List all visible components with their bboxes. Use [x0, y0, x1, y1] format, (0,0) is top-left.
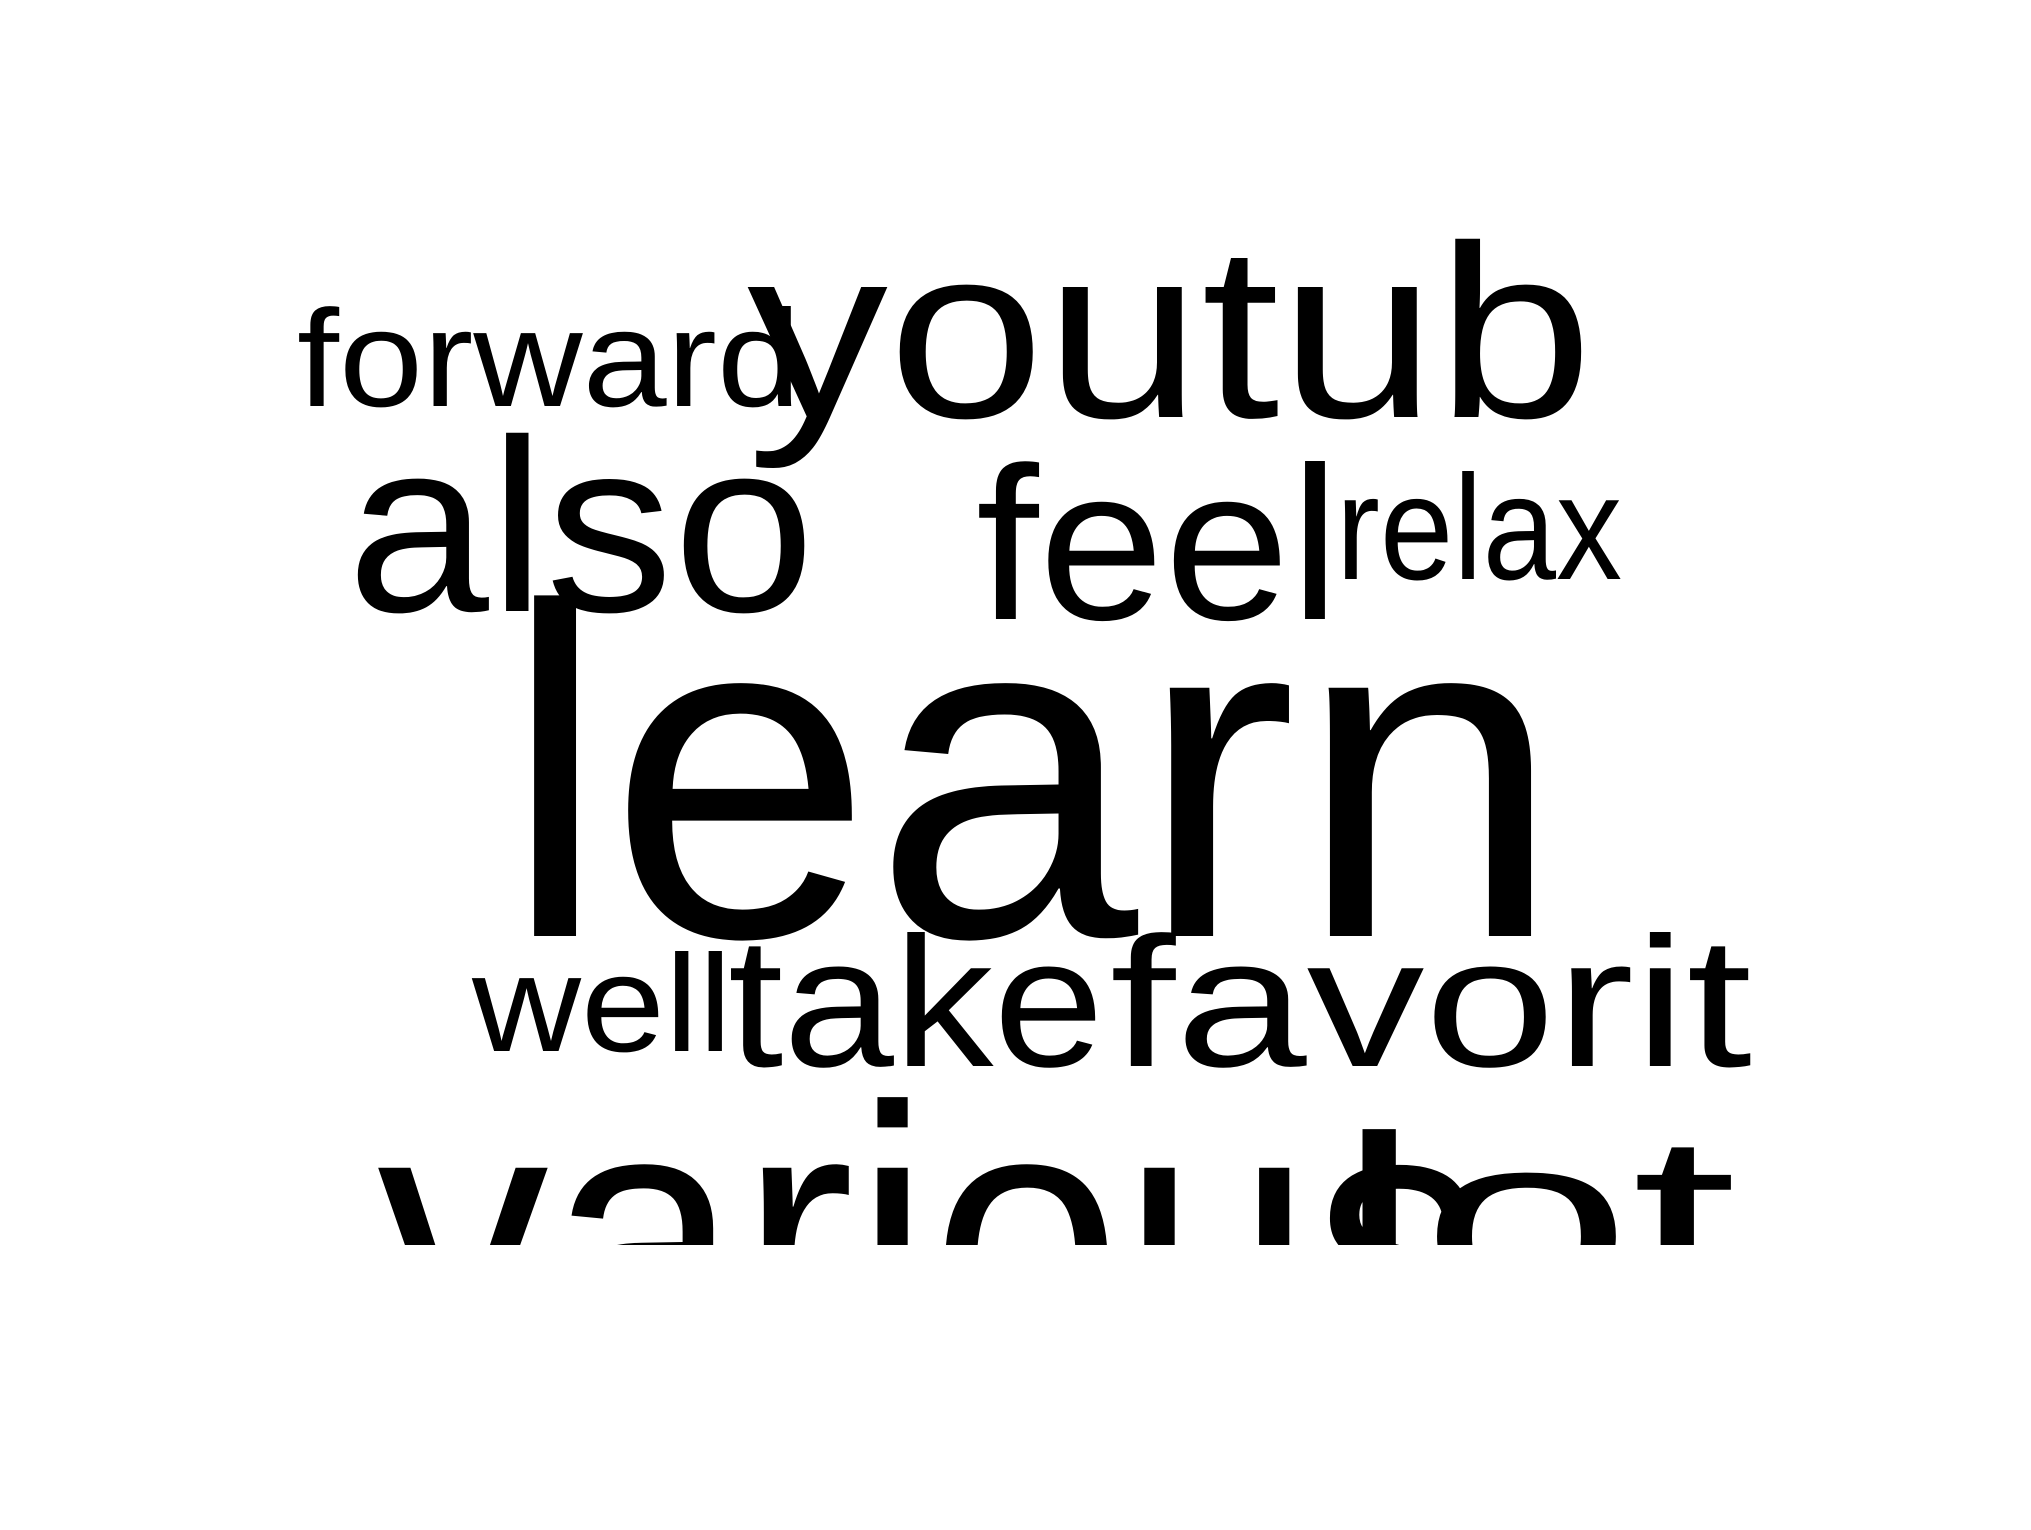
word-learn: learn — [502, 511, 1562, 1036]
word-lot: lot — [1337, 1088, 1737, 1348]
word-feel: feel — [976, 423, 1340, 666]
word-relax: relax — [1336, 444, 1622, 611]
word-various: various — [377, 1033, 1485, 1435]
word-well: well — [471, 927, 732, 1081]
word-youtub: youtub — [747, 195, 1593, 470]
word-take: take — [728, 900, 1104, 1106]
word-favorit: favorit — [1110, 900, 1752, 1106]
word-also: also — [347, 389, 815, 664]
word-forward: forward — [297, 282, 801, 436]
